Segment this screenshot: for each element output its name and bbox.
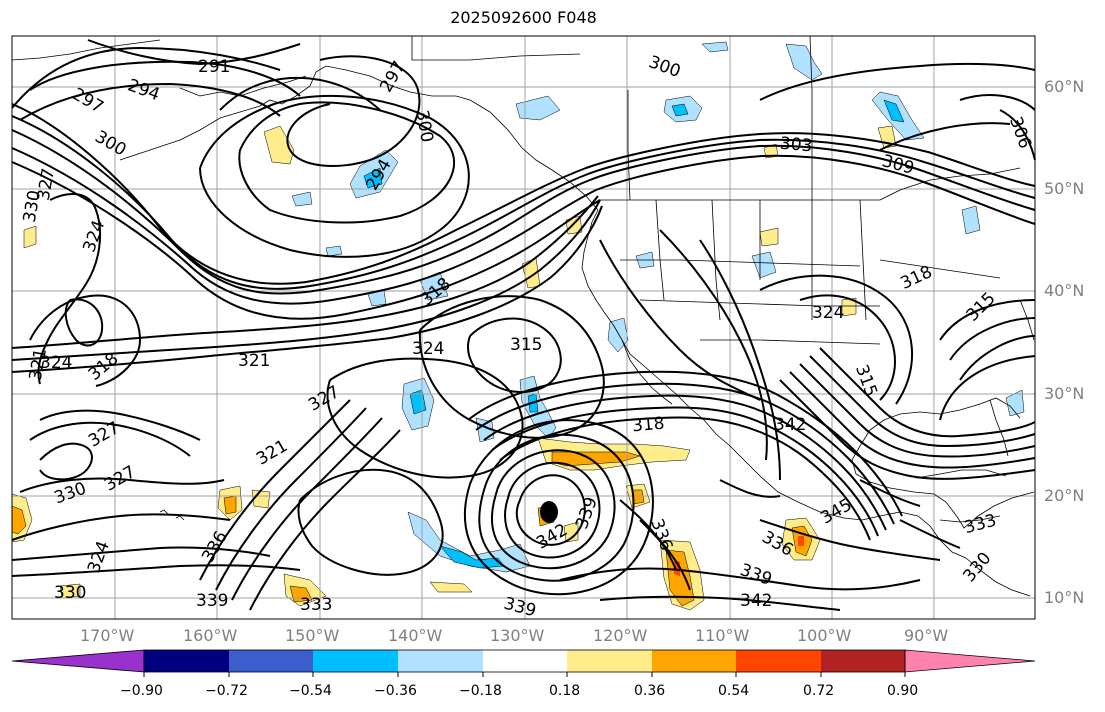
colorbar-tick-label: 0.72 [803,683,835,699]
map-title: 2025092600 F048 [450,8,597,27]
colorbar-bin [567,650,652,672]
contour-label: 324 [812,303,844,323]
longitude-label: 160°W [183,626,238,645]
contour-label: 333 [300,595,332,615]
contour-label: 342 [774,415,806,435]
colorbar-tick-label: 0.36 [634,683,666,699]
longitude-label: 170°W [80,626,135,645]
contour-label: 330 [54,583,86,603]
shading-mid-blue [363,99,905,569]
colorbar-bin [736,650,821,672]
colorbar-frame [143,649,906,673]
contours [11,39,1036,611]
latitude-label: 40°N [1044,281,1085,300]
colorbar-tick-label: −0.90 [120,683,163,699]
colorbar-tick-label: 0.54 [718,683,750,699]
shading-light-blue [291,41,1025,573]
contour-label: 291 [198,57,230,77]
cyclone-core-marker [540,501,558,523]
contour-label: 318 [631,414,665,437]
longitude-label: 90°W [904,626,949,645]
colorbar-bin [398,650,483,672]
contour-label: 321 [238,351,270,371]
longitude-label: 140°W [388,626,443,645]
contour-labels: 291 294 297 297 300 300 300 303 309 306 … [20,52,1035,621]
contour-label: 339 [196,591,228,611]
colorbar [11,649,1036,677]
contour-label: 324 [40,353,72,373]
longitude-label: 120°W [593,626,648,645]
latitude-label: 60°N [1044,77,1085,96]
map-border [11,35,1036,620]
longitude-label: 150°W [285,626,340,645]
contour-label: 303 [779,134,813,157]
longitude-label: 110°W [695,626,750,645]
latitude-label: 20°N [1044,486,1085,505]
colorbar-tick-label: 0.18 [549,683,581,699]
graticule [12,36,1035,619]
colorbar-bin [821,650,905,672]
colorbar-bin [652,650,736,672]
colorbar-tick-label: −0.72 [205,683,248,699]
colorbar-bin [313,650,398,672]
contour-label: 324 [412,339,444,359]
colorbar-tick-label: 0.90 [887,683,919,699]
map-plot-area: 291 294 297 297 300 300 300 303 309 306 … [11,35,1036,621]
longitude-label: 100°W [797,626,852,645]
contour-label: 342 [740,591,772,611]
colorbar-tick-label: −0.18 [459,683,502,699]
latitude-label: 10°N [1044,588,1085,607]
colorbar-bin [144,650,229,672]
latitude-label: 50°N [1044,179,1085,198]
colorbar-tick-label: −0.54 [289,683,332,699]
contour-label: 315 [510,335,542,355]
colorbar-bin [229,650,313,672]
colorbar-tick-label: −0.36 [374,683,417,699]
longitude-label: 130°W [490,626,545,645]
latitude-label: 30°N [1044,384,1085,403]
colorbar-over-arrow [904,649,1036,673]
colorbar-bin [483,650,567,672]
colorbar-under-arrow [11,649,145,673]
